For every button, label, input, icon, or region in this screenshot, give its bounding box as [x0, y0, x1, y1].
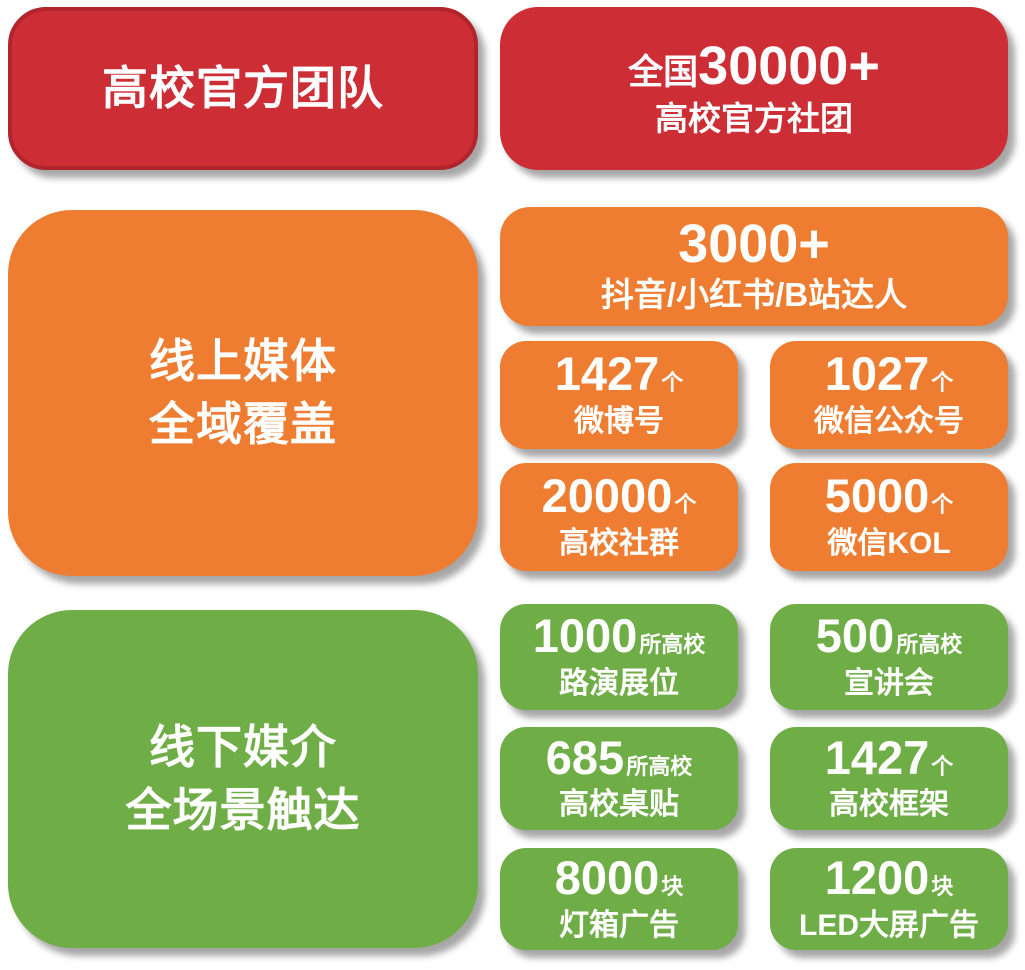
wechat-kol-stat-box: 5000个 微信KOL	[770, 463, 1008, 571]
led-screen-label: LED大屏广告	[799, 908, 979, 942]
lightbox-ad-stat-box: 8000块 灯箱广告	[500, 848, 738, 950]
wechat-official-unit: 个	[931, 370, 954, 396]
weibo-stat-line: 1427个	[555, 349, 684, 398]
wechat-kol-label: 微信KOL	[827, 526, 951, 560]
lightbox-ad-stat-line: 8000块	[555, 853, 684, 902]
lightbox-ad-number: 8000	[554, 851, 660, 905]
official-team-title-box: 高校官方团队	[8, 7, 478, 170]
desk-sticker-unit: 所高校	[626, 753, 693, 779]
roadshow-number: 1000	[532, 609, 638, 663]
seminar-stat-line: 500所高校	[816, 611, 962, 660]
wechat-official-stat-line: 1027个	[825, 349, 954, 398]
seminar-stat-box: 500所高校 宣讲会	[770, 604, 1008, 710]
weibo-unit: 个	[661, 370, 684, 396]
desk-sticker-stat-box: 685所高校 高校桌贴	[500, 727, 738, 830]
campus-frame-stat-line: 1427个	[825, 733, 954, 782]
wechat-official-number: 1027	[824, 347, 930, 401]
weibo-label: 微博号	[574, 404, 664, 438]
official-clubs-prefix: 全国	[628, 53, 699, 93]
roadshow-label: 路演展位	[559, 666, 679, 700]
desk-sticker-stat-line: 685所高校	[546, 733, 692, 782]
online-media-title-box: 线上媒体 全域覆盖	[8, 210, 478, 576]
official-team-title: 高校官方团队	[102, 61, 384, 114]
offline-media-title-line1: 线下媒介	[149, 720, 337, 773]
wechat-kol-unit: 个	[931, 492, 954, 518]
desk-sticker-number: 685	[545, 730, 625, 784]
roadshow-stat-box: 1000所高校 路演展位	[500, 604, 738, 710]
influencers-stat-box: 3000+ 抖音/小红书/B站达人	[500, 207, 1008, 326]
roadshow-stat-line: 1000所高校	[533, 611, 706, 660]
campus-frame-label: 高校框架	[829, 788, 949, 822]
campus-groups-stat-box: 20000个 高校社群	[500, 463, 738, 571]
campus-frame-number: 1427	[824, 730, 930, 784]
online-media-title-line2: 全域覆盖	[149, 398, 337, 450]
influencers-number: 3000+	[678, 213, 830, 274]
influencers-label: 抖音/小红书/B站达人	[600, 275, 908, 313]
wechat-kol-number: 5000	[824, 469, 930, 523]
desk-sticker-label: 高校桌贴	[559, 788, 679, 822]
lightbox-ad-unit: 块	[661, 874, 684, 900]
online-media-title-line1: 线上媒体	[149, 334, 337, 387]
roadshow-unit: 所高校	[639, 632, 706, 658]
official-clubs-label: 高校官方社团	[655, 100, 853, 138]
offline-media-title-line2: 全场景触达	[125, 784, 361, 836]
campus-groups-label: 高校社群	[559, 526, 679, 560]
campus-groups-number: 20000	[541, 469, 673, 523]
campus-groups-unit: 个	[674, 492, 697, 518]
seminar-unit: 所高校	[896, 632, 963, 658]
weibo-number: 1427	[554, 347, 660, 401]
official-clubs-stat-box: 全国30000+ 高校官方社团	[500, 7, 1008, 170]
offline-media-title-box: 线下媒介 全场景触达	[8, 610, 478, 948]
seminar-label: 宣讲会	[844, 666, 934, 700]
weibo-stat-box: 1427个 微博号	[500, 341, 738, 449]
campus-groups-stat-line: 20000个	[542, 471, 697, 520]
wechat-official-label: 微信公众号	[814, 404, 964, 438]
led-screen-number: 1200	[824, 851, 930, 905]
official-clubs-stat-line: 全国30000+	[628, 35, 880, 97]
wechat-kol-stat-line: 5000个	[825, 471, 954, 520]
campus-frame-unit: 个	[931, 753, 954, 779]
campus-frame-stat-box: 1427个 高校框架	[770, 727, 1008, 830]
seminar-number: 500	[815, 609, 895, 663]
led-screen-stat-box: 1200块 LED大屏广告	[770, 848, 1008, 950]
led-screen-stat-line: 1200块	[825, 853, 954, 902]
led-screen-unit: 块	[931, 874, 954, 900]
wechat-official-stat-box: 1027个 微信公众号	[770, 341, 1008, 449]
lightbox-ad-label: 灯箱广告	[559, 908, 679, 942]
official-clubs-number: 30000+	[698, 36, 880, 97]
